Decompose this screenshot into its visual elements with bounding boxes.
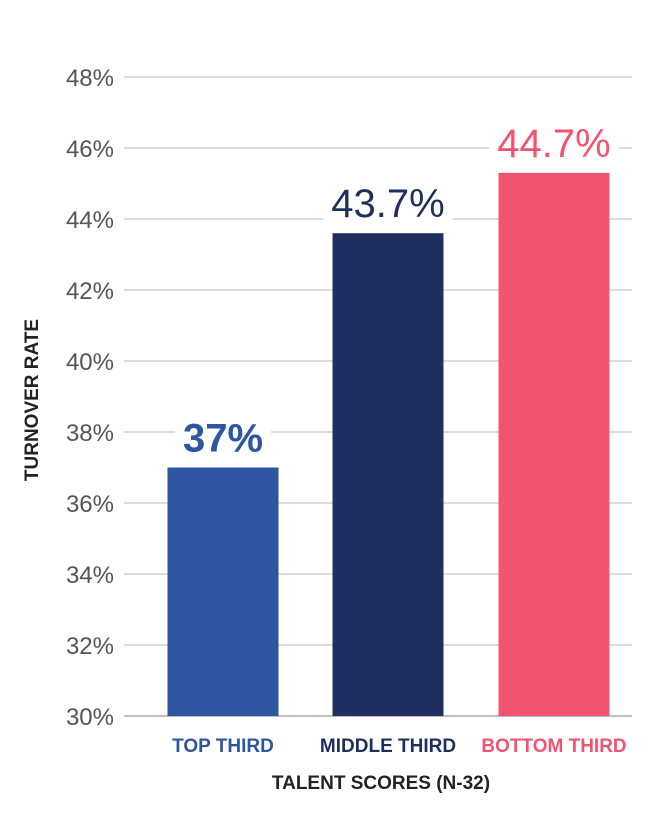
x-category-label: BOTTOM THIRD — [481, 736, 626, 757]
data-label-background — [174, 416, 272, 461]
data-label-background — [323, 182, 453, 227]
y-tick-label: 48% — [66, 65, 114, 92]
data-label: 37% — [183, 417, 263, 461]
y-tick-label: 30% — [66, 704, 114, 731]
bar — [498, 172, 610, 717]
bars — [167, 172, 610, 717]
y-axis-title: TURNOVER RATE — [22, 319, 43, 481]
x-category-label: TOP THIRD — [172, 736, 274, 757]
y-tick-label: 44% — [66, 207, 114, 234]
y-tick-label: 34% — [66, 562, 114, 589]
y-tick-label: 40% — [66, 349, 114, 376]
y-axis-ticks: 30% 32% 34% 36% 38% 40% 42% 44% 46% 48% — [66, 65, 114, 731]
bar — [167, 467, 279, 716]
data-label: 43.7% — [331, 182, 444, 226]
y-tick-label: 36% — [66, 491, 114, 518]
data-label: 44.7% — [497, 122, 610, 166]
data-label-background — [489, 121, 619, 166]
y-tick-label: 42% — [66, 278, 114, 305]
y-tick-label: 46% — [66, 136, 114, 163]
y-tick-label: 32% — [66, 633, 114, 660]
y-tick-label: 38% — [66, 420, 114, 447]
bar — [332, 233, 444, 716]
data-labels: 37% 43.7% 44.7% — [174, 121, 619, 461]
x-axis-categories: TOP THIRD MIDDLE THIRD BOTTOM THIRD — [172, 736, 627, 757]
x-category-label: MIDDLE THIRD — [320, 736, 456, 757]
x-axis-title: TALENT SCORES (N-32) — [272, 773, 490, 794]
